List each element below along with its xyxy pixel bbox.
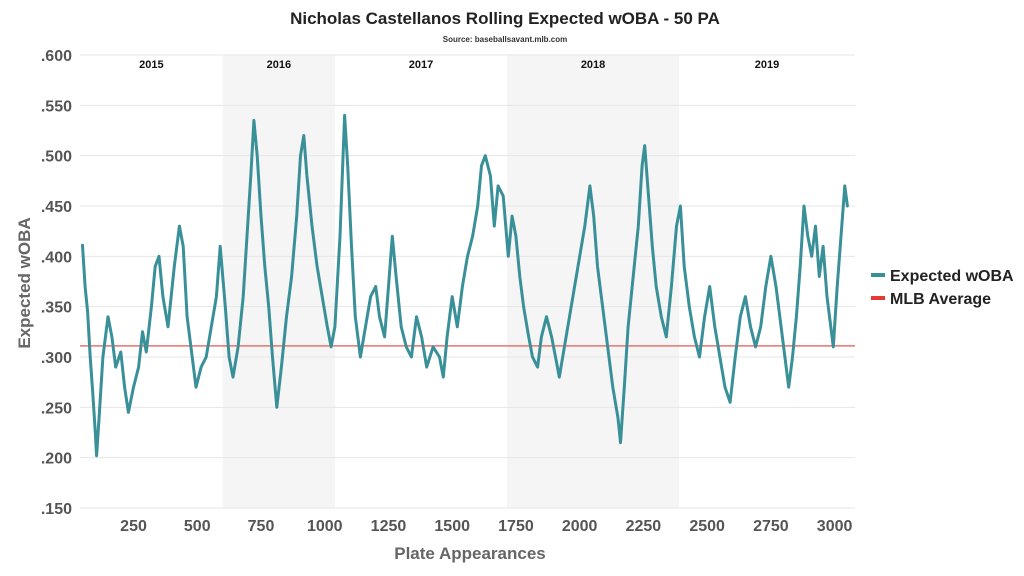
x-tick-label: 2250	[626, 518, 662, 535]
y-tick-label: .300	[41, 350, 72, 367]
x-axis-label: Plate Appearances	[394, 544, 546, 563]
season-label-2016: 2016	[267, 59, 291, 71]
x-tick-label: 2000	[562, 518, 598, 535]
season-label-2018: 2018	[581, 59, 605, 71]
legend-label-mlb-average: MLB Average	[890, 291, 991, 308]
expected-woba-line	[81, 113, 849, 458]
legend: Expected wOBA MLB Average	[871, 268, 1014, 308]
chart-subtitle: Source: baseballsavant.mlb.com	[443, 35, 568, 44]
season-label-2015: 2015	[139, 59, 163, 71]
x-tick-label: 2750	[753, 518, 789, 535]
y-tick-label: .550	[41, 98, 72, 115]
x-tick-label: 1500	[434, 518, 470, 535]
legend-item-mlb-average[interactable]: MLB Average	[871, 291, 991, 308]
x-tick-label: 1000	[307, 518, 343, 535]
y-tick-label: .250	[41, 400, 72, 417]
x-tick-label: 1750	[498, 518, 534, 535]
y-tick-label: .150	[41, 501, 72, 518]
x-axis-ticks: 250 500 750 1000 1250 1500 1750 2000 2250 2500 275…	[120, 518, 852, 535]
x-tick-label: 1250	[371, 518, 407, 535]
season-labels: 2015 2016 2017 2018 2019	[139, 59, 779, 71]
season-bands	[222, 55, 680, 508]
x-tick-label: 250	[120, 518, 147, 535]
y-tick-label: .350	[41, 300, 72, 317]
legend-label-expected-woba: Expected wOBA	[890, 268, 1014, 285]
x-tick-label: 500	[184, 518, 211, 535]
legend-item-expected-woba[interactable]: Expected wOBA	[871, 268, 1014, 285]
y-axis-label: Expected wOBA	[15, 217, 34, 348]
y-axis-ticks: .150 .200 .250 .300 .350 .400 .450 .500 .550 .600	[41, 48, 72, 518]
x-tick-label: 750	[248, 518, 275, 535]
season-label-2019: 2019	[755, 59, 779, 71]
y-tick-label: .500	[41, 149, 72, 166]
chart-title: Nicholas Castellanos Rolling Expected wO…	[290, 9, 720, 28]
legend-swatch-expected-woba	[871, 273, 885, 277]
x-tick-label: 2500	[689, 518, 725, 535]
x-tick-label: 3000	[817, 518, 853, 535]
gridlines	[80, 54, 855, 509]
season-band-2016	[222, 55, 335, 508]
y-tick-label: .400	[41, 249, 72, 266]
y-tick-label: .450	[41, 199, 72, 216]
y-tick-label: .200	[41, 451, 72, 468]
season-label-2017: 2017	[409, 59, 433, 71]
y-tick-label: .600	[41, 48, 72, 65]
season-band-2018	[507, 55, 680, 508]
legend-swatch-mlb-average	[871, 296, 885, 300]
